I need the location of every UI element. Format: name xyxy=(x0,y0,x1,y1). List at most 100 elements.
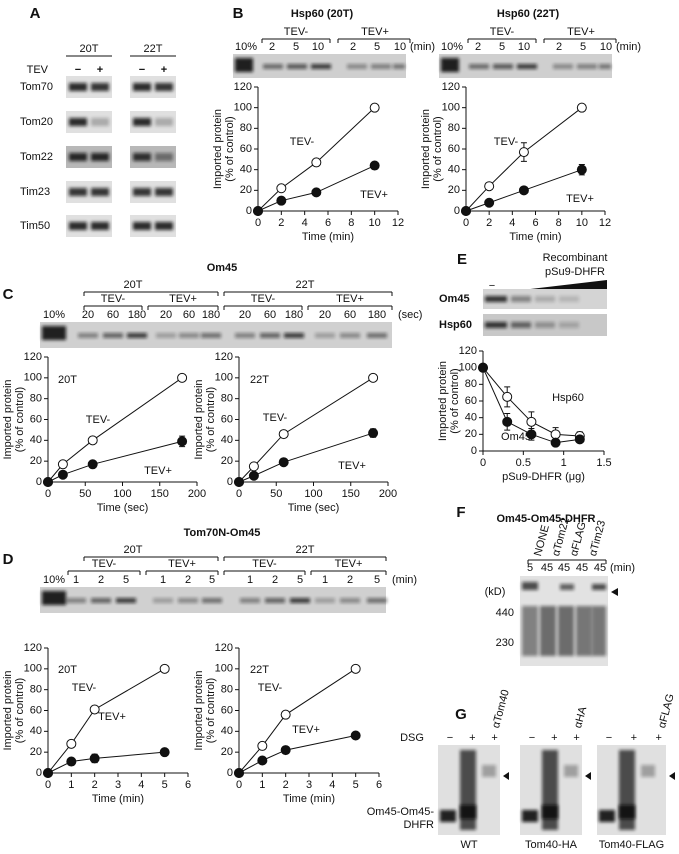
time-label: 45 xyxy=(594,562,606,574)
series-line xyxy=(47,377,183,483)
series-line xyxy=(257,107,376,212)
gel-band xyxy=(155,118,173,126)
lane-label: + xyxy=(631,732,637,744)
data-point xyxy=(234,477,244,487)
lane-label: − xyxy=(606,732,612,744)
time-label: 180 xyxy=(202,309,220,321)
gel-band xyxy=(42,326,66,340)
time-label: 60 xyxy=(107,309,119,321)
data-point xyxy=(57,469,68,480)
data-point xyxy=(253,206,263,216)
gel-band xyxy=(235,333,255,338)
column-label: 20T xyxy=(80,43,99,55)
data-point xyxy=(66,738,77,749)
data-point xyxy=(518,185,529,196)
y-tick-label: 0 xyxy=(36,767,42,779)
lane-label: + xyxy=(161,64,167,76)
y-tick-label: 100 xyxy=(215,372,233,384)
gel-band xyxy=(560,584,574,590)
group-label: TEV- xyxy=(101,293,126,305)
gel-band xyxy=(133,153,151,161)
gel-band xyxy=(493,64,513,69)
y-tick-label: 120 xyxy=(24,351,42,363)
gel-band xyxy=(69,118,87,126)
time-label: 60 xyxy=(183,309,195,321)
time-label: 20 xyxy=(82,309,94,321)
x-axis-label: Time (min) xyxy=(302,231,354,243)
gel xyxy=(66,76,112,98)
gel-band xyxy=(235,58,253,72)
gel xyxy=(130,146,176,168)
y-tick-label: 120 xyxy=(459,345,477,357)
gel-band xyxy=(540,606,556,656)
y-tick-label: 0 xyxy=(227,476,233,488)
gel-band xyxy=(559,322,579,328)
time-label: 10 xyxy=(600,41,612,53)
time-label: 10 xyxy=(518,41,530,53)
y-tick-label: 20 xyxy=(465,428,477,440)
y-tick-label: 40 xyxy=(221,434,233,446)
data-point xyxy=(257,755,268,766)
arrowhead xyxy=(503,772,509,780)
gel-band xyxy=(599,64,611,69)
series-line xyxy=(47,751,165,774)
panel-label: C xyxy=(3,286,14,303)
gel xyxy=(130,181,176,203)
y-tick-label: 100 xyxy=(24,663,42,675)
series-label: TEV- xyxy=(86,414,111,426)
y-tick-label: 40 xyxy=(448,164,460,176)
x-tick-label: 3 xyxy=(306,779,312,791)
y-axis-label: Imported protein xyxy=(193,379,205,459)
lane-label: + xyxy=(469,732,475,744)
gel-band xyxy=(178,598,198,603)
data-point xyxy=(43,477,53,487)
gel-band xyxy=(91,153,109,161)
group-label: TEV+ xyxy=(335,558,363,570)
gel-band xyxy=(347,64,367,69)
x-tick-label: 0 xyxy=(45,488,51,500)
gel-band xyxy=(592,584,606,590)
lane-label: + xyxy=(655,732,661,744)
y-tick-label: 40 xyxy=(30,434,42,446)
antibody-label: αTom40 xyxy=(490,688,512,729)
data-point xyxy=(177,436,188,447)
y-axis-label: Imported protein xyxy=(437,361,449,441)
x-tick-label: 6 xyxy=(185,779,191,791)
strain-label: Tom40-FLAG xyxy=(599,839,664,851)
y-tick-label: 40 xyxy=(240,164,252,176)
y-axis-label: (% of control) xyxy=(449,368,461,433)
x-tick-label: 200 xyxy=(188,488,206,500)
y-axis-label: Imported protein xyxy=(2,379,14,459)
data-point xyxy=(89,753,100,764)
y-axis-label: Imported protein xyxy=(212,109,224,189)
x-tick-label: 6 xyxy=(325,217,331,229)
tev-label: TEV xyxy=(27,64,49,76)
y-tick-label: 80 xyxy=(221,393,233,405)
series-line xyxy=(465,107,583,212)
y-tick-label: 20 xyxy=(240,184,252,196)
gel-band xyxy=(315,598,335,603)
time-label: 45 xyxy=(576,562,588,574)
data-point xyxy=(257,740,268,751)
kd-label: (kD) xyxy=(485,586,506,598)
data-point xyxy=(350,663,361,674)
time-label: 5 xyxy=(293,41,299,53)
gel-band xyxy=(265,598,285,603)
x-tick-label: 5 xyxy=(162,779,168,791)
row-label: Tim23 xyxy=(20,186,50,198)
time-label: 20 xyxy=(319,309,331,321)
y-axis-label: Imported protein xyxy=(193,670,205,750)
series-label: TEV+ xyxy=(566,193,594,205)
data-point xyxy=(368,372,379,383)
x-tick-label: 2 xyxy=(283,779,289,791)
gel-band xyxy=(69,83,87,91)
data-point xyxy=(89,704,100,715)
series-label: Hsp60 xyxy=(552,392,584,404)
x-tick-label: 10 xyxy=(576,217,588,229)
y-tick-label: 60 xyxy=(30,413,42,425)
x-tick-label: 6 xyxy=(532,217,538,229)
strain-label: 20T xyxy=(124,544,143,556)
time-label: 2 xyxy=(556,41,562,53)
y-tick-label: 120 xyxy=(215,351,233,363)
gel-band xyxy=(91,118,109,126)
